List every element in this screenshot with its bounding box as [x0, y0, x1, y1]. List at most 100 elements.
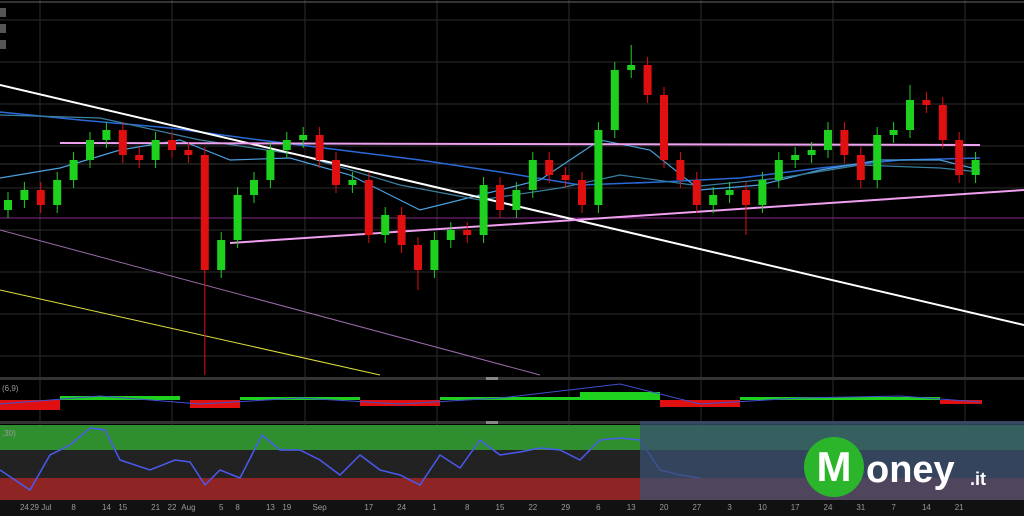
candle-body	[610, 70, 619, 130]
candle-body	[332, 160, 340, 185]
candle-body	[725, 190, 734, 195]
x-tick-label: 27	[692, 503, 701, 512]
candle-body	[135, 155, 144, 160]
candle-body	[53, 180, 62, 205]
candle-body	[381, 215, 390, 235]
x-tick-label: 8	[71, 503, 76, 512]
candle-body	[758, 180, 767, 205]
x-tick-label: 14	[102, 503, 111, 512]
x-tick-label: 22	[168, 503, 177, 512]
candle-body	[266, 150, 275, 180]
candle-body	[315, 135, 324, 160]
candle-body	[791, 155, 800, 160]
candle-body	[742, 190, 750, 205]
candle-body	[397, 215, 406, 245]
x-tick-label: Sep	[312, 503, 327, 512]
trendline	[0, 84, 1024, 326]
candle-body	[414, 245, 422, 270]
x-tick-label: 21	[151, 503, 160, 512]
candle-body	[971, 160, 980, 175]
candle-body	[250, 180, 258, 195]
candle-body	[446, 230, 455, 240]
candle-body	[20, 190, 29, 200]
trendline	[229, 189, 1024, 244]
candle-body	[348, 180, 357, 185]
logo: M oney .it	[804, 437, 986, 497]
x-tick-label: 21	[955, 503, 964, 512]
x-tick-label: 10	[758, 503, 767, 512]
candle-body	[906, 100, 914, 130]
candle-body	[496, 185, 504, 210]
logo-circle	[804, 437, 864, 497]
candle-body	[430, 240, 439, 270]
candle-body	[299, 135, 308, 140]
x-tick-label: 19	[282, 503, 291, 512]
x-tick-label: 22	[528, 503, 537, 512]
splitter	[486, 421, 498, 424]
logo-text: oney	[866, 449, 955, 491]
candle-body	[856, 155, 865, 180]
x-tick-label: 15	[118, 503, 127, 512]
x-tick-label: 24	[20, 503, 29, 512]
panel-divider	[0, 377, 1024, 380]
x-tick-label: 29 Jul	[30, 503, 52, 512]
x-tick-label: 13	[266, 503, 275, 512]
x-axis	[0, 500, 1024, 516]
candle-body	[578, 180, 586, 205]
candle-body	[364, 180, 373, 235]
candle-body	[463, 230, 472, 235]
x-tick-label: 8	[235, 503, 240, 512]
candle-body	[4, 200, 12, 210]
x-tick-label: 13	[627, 503, 636, 512]
macd-histogram	[0, 383, 982, 410]
candle-body	[660, 95, 668, 160]
candles	[4, 45, 980, 375]
candle-body	[594, 130, 603, 205]
x-tick-label: 3	[727, 503, 732, 512]
candle-body	[922, 100, 931, 105]
x-tick-label: 17	[791, 503, 800, 512]
x-tick-label: 5	[219, 503, 224, 512]
rsi-line	[0, 427, 701, 492]
x-tick-label: 6	[596, 503, 601, 512]
candle-body	[151, 140, 160, 160]
trendline	[0, 229, 541, 376]
trendline	[0, 289, 381, 376]
candle-body	[774, 160, 783, 180]
candle-body	[709, 195, 718, 205]
candle-body	[217, 240, 226, 270]
candle-body	[627, 65, 636, 70]
x-tick-label: 20	[660, 503, 669, 512]
candle-body	[118, 130, 127, 155]
moving-average	[0, 111, 981, 186]
candle-body	[69, 160, 78, 180]
candle-body	[561, 175, 570, 180]
x-tick-label: 24	[824, 503, 833, 512]
candle-body	[955, 140, 964, 175]
x-tick-label: 15	[496, 503, 505, 512]
candle-body	[233, 195, 242, 240]
x-tick-label: 1	[432, 503, 437, 512]
logo-mark: M	[817, 443, 852, 490]
rsi-label: ,30)	[2, 429, 16, 438]
candle-body	[102, 130, 111, 140]
x-tick-label: 29	[561, 503, 570, 512]
x-tick-label: 31	[856, 503, 865, 512]
candle-body	[807, 150, 816, 155]
candle-body	[889, 130, 898, 135]
x-tick-label: 17	[364, 503, 373, 512]
macd-label: (6,9)	[2, 384, 19, 393]
logo-suffix: .it	[970, 469, 986, 489]
candle-body	[36, 190, 45, 205]
panel-divider	[0, 421, 1024, 424]
candle-body	[545, 160, 554, 175]
x-tick-label: Aug	[181, 503, 195, 512]
candle-body	[676, 160, 685, 180]
candle-body	[528, 160, 537, 190]
candle-body	[840, 130, 849, 155]
candle-body	[824, 130, 832, 150]
x-tick-label: 8	[465, 503, 470, 512]
candle-body	[86, 140, 94, 160]
candle-body	[938, 105, 947, 140]
